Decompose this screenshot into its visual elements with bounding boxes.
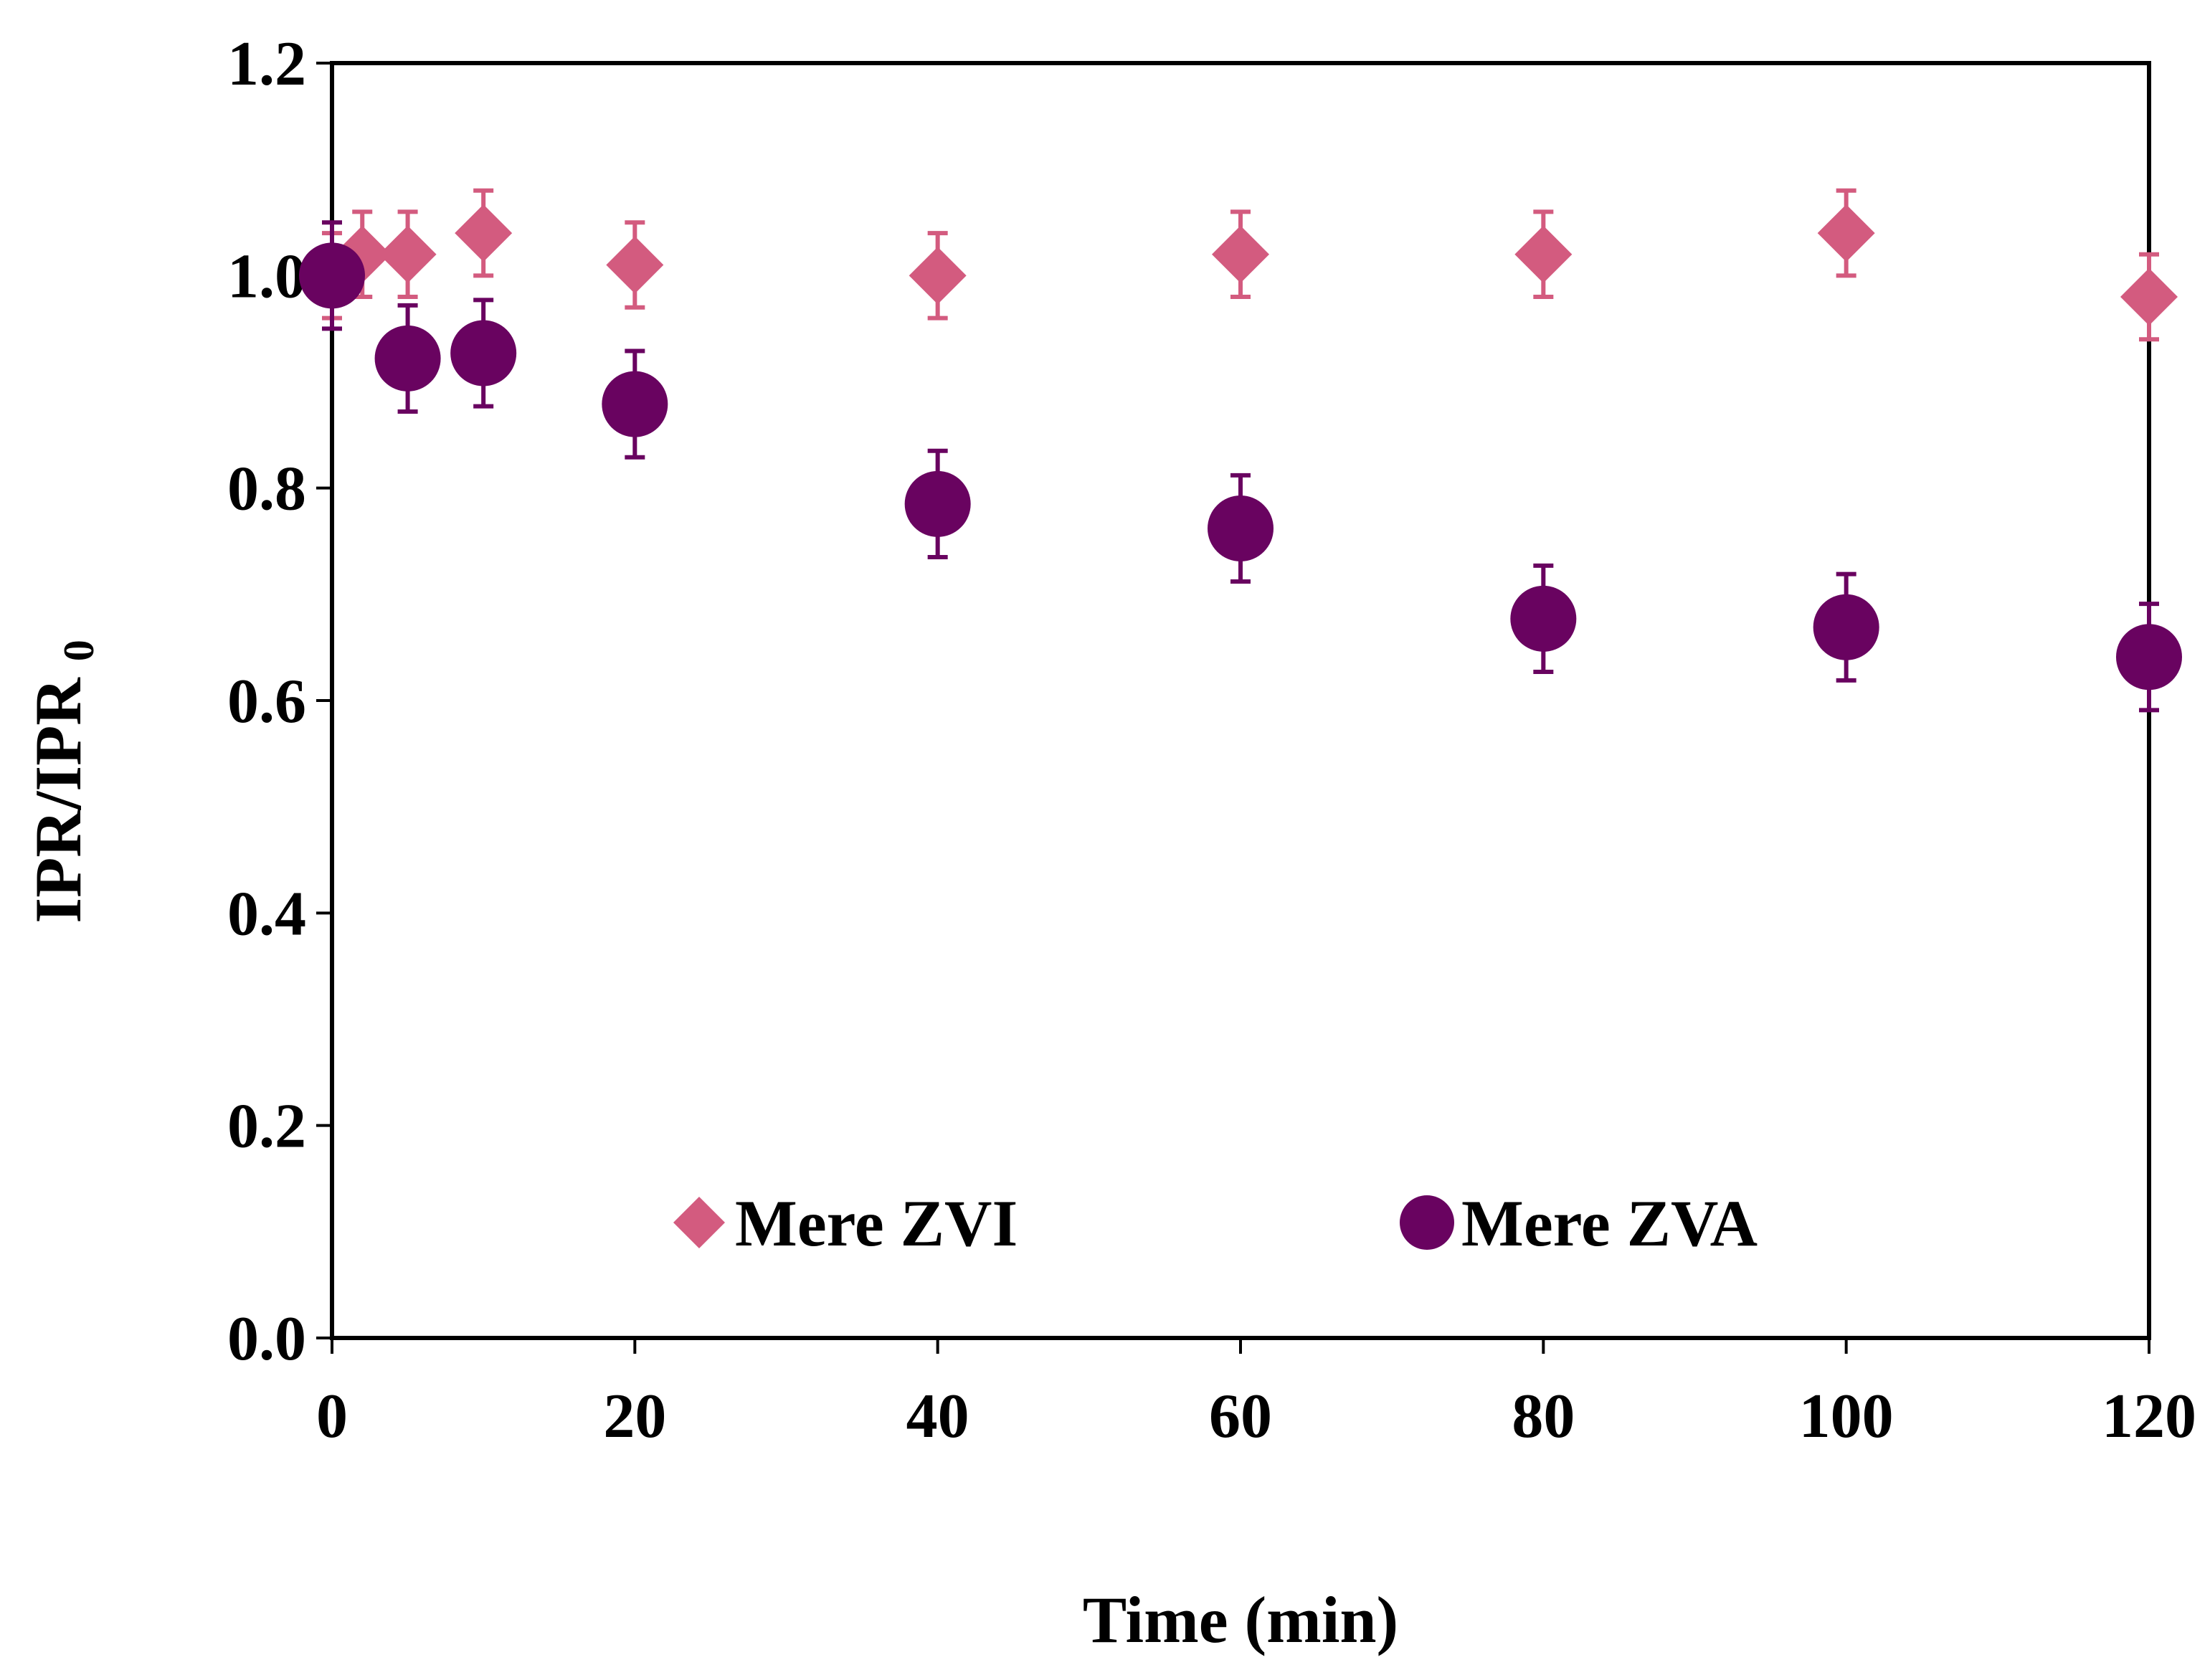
y-tick-label: 0.6 [227,667,306,736]
data-point [455,204,513,262]
data-point [1510,585,1577,652]
data-point [374,325,441,391]
y-tick-label: 1.2 [227,29,306,99]
legend-marker-mere-zva [1400,1195,1454,1250]
data-point [1514,225,1573,283]
data-point [450,320,517,386]
data-point [2120,267,2178,326]
data-point [1817,204,1875,262]
x-axis-title: Time (min) [1083,1583,1398,1656]
x-tick-label: 120 [2102,1382,2196,1451]
data-layer [299,188,2182,713]
data-point [2116,624,2182,690]
data-point [1208,495,1274,561]
y-tick-label: 0.2 [227,1092,306,1162]
data-point [1813,594,1879,660]
y-tick-label: 0.8 [227,455,306,524]
data-point [379,225,437,283]
data-point [904,470,971,537]
y-tick-label: 0.0 [227,1304,306,1374]
data-point [299,242,365,309]
y-axis-title-subscript: 0 [55,640,103,661]
legend-marker-mere-zvi [673,1197,725,1248]
x-tick-label: 40 [906,1382,969,1451]
legend: Mere ZVI Mere ZVA [673,1187,1758,1260]
y-tick-label: 1.0 [227,242,306,311]
axes-layer: 0.0 0.2 0.4 0.6 0.8 1.0 1.2 0 20 40 60 80 100 120 [227,29,2196,1451]
data-point [909,247,967,305]
y-tick-label: 0.4 [227,879,306,949]
data-point [1212,225,1269,283]
x-tick-label: 60 [1209,1382,1272,1451]
x-tick-label: 0 [316,1382,348,1451]
y-axis-title-main: IPR/IPR [22,677,95,924]
x-tick-label: 80 [1512,1382,1575,1451]
x-tick-label: 100 [1799,1382,1894,1451]
y-axis-title: IPR/IPR 0 [22,640,103,923]
legend-label-mere-zva: Mere ZVA [1461,1187,1758,1260]
series-mere-zva [299,220,2182,713]
data-point [602,371,668,437]
legend-label-mere-zvi: Mere ZVI [735,1187,1018,1260]
data-point [606,236,664,294]
x-tick-label: 20 [603,1382,666,1451]
